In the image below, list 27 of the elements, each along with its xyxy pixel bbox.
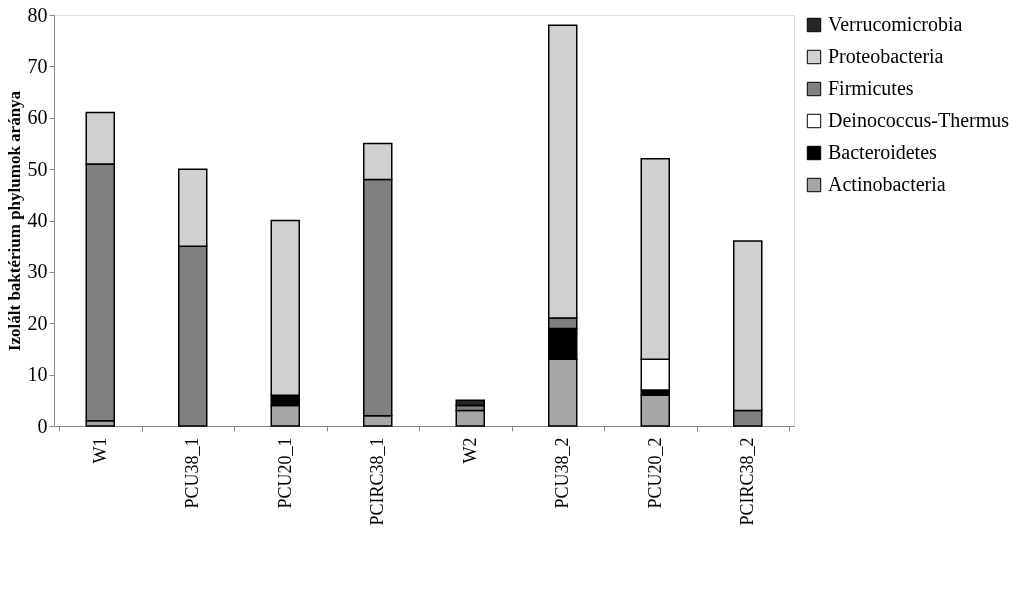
bar (455, 409, 485, 427)
x-tick-label: PCU38_1 (182, 437, 203, 509)
x-tick-label: PCU20_2 (644, 437, 665, 509)
y-tick-label: 80 (27, 3, 48, 26)
y-tick-label: 10 (27, 363, 48, 386)
x-tick-label: PCIRC38_2 (737, 437, 758, 526)
y-tick-label: 40 (27, 209, 48, 231)
legend-label: Proteobacteria (828, 45, 944, 67)
y-axis-title: Izolált baktérium phylumok aránya (4, 90, 24, 352)
bar (640, 394, 670, 427)
y-tick-label: 20 (27, 311, 48, 334)
bar (455, 399, 485, 407)
y-tick-label: 50 (27, 157, 48, 180)
y-tick-label: 0 (37, 414, 48, 437)
x-tick-label: W1 (89, 437, 110, 464)
legend-label: Verrucomicrobia (828, 13, 963, 35)
x-tick-label: W2 (459, 437, 480, 464)
x-tick-label: PCU38_2 (552, 437, 573, 509)
y-tick-label: 60 (27, 106, 48, 129)
x-tick-label: PCU20_1 (274, 437, 295, 509)
legend-label: Deinococcus-Thermus (828, 109, 1010, 131)
y-tick-label: 70 (27, 54, 48, 77)
legend-label: Bacteroidetes (828, 141, 938, 163)
legend-label: Firmicutes (828, 77, 914, 99)
y-tick-label: 30 (27, 260, 48, 283)
x-tick-label: PCIRC38_1 (367, 437, 388, 526)
legend-label: Actinobacteria (828, 173, 946, 195)
